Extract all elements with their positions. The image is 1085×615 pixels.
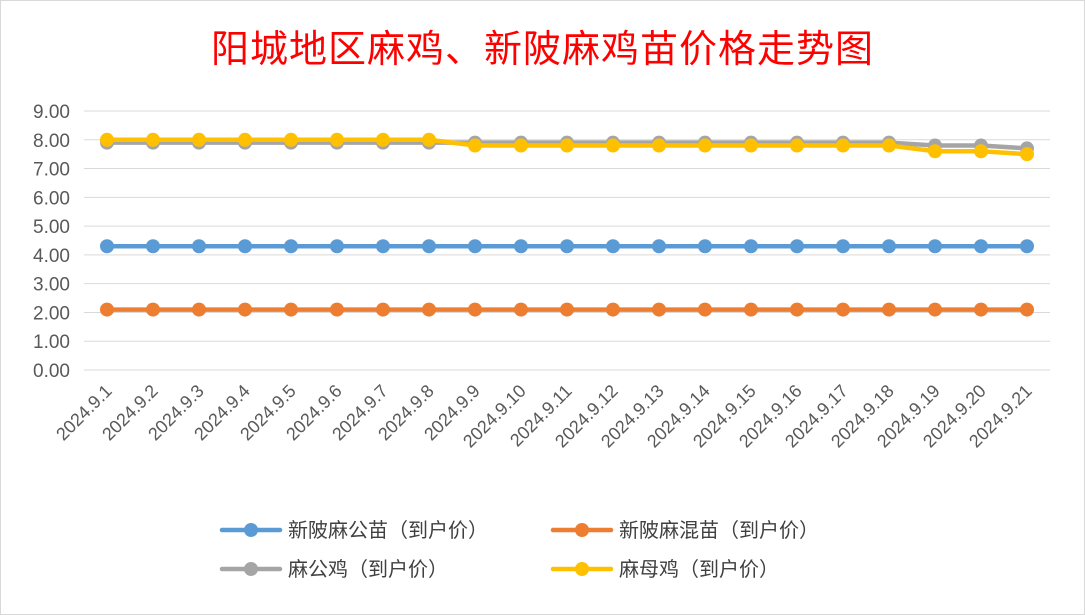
series-0 [100, 239, 1034, 254]
y-tick-label: 4.00 [33, 246, 70, 267]
y-tick-label: 2.00 [33, 303, 70, 324]
data-point [652, 239, 666, 254]
data-point [836, 302, 850, 317]
legend: 新陂麻公苗（到户价） 新陂麻混苗（到户价） 麻公鸡（到户价） 麻母鸡（到户价） [219, 518, 819, 581]
data-point [974, 302, 988, 317]
y-tick-label: 3.00 [33, 275, 70, 296]
data-point [330, 239, 344, 254]
data-point [1020, 302, 1034, 317]
series-1 [100, 302, 1034, 317]
data-point [422, 239, 436, 254]
data-point [146, 302, 160, 317]
data-point [284, 302, 298, 317]
legend-label: 新陂麻混苗（到户价） [619, 518, 819, 542]
y-axis-tick-labels: 0.00 1.00 2.00 3.00 4.00 5.00 6.00 7.00 8.00 9.00 [33, 102, 70, 382]
data-point [698, 138, 712, 153]
data-point [284, 132, 298, 147]
data-point [468, 239, 482, 254]
data-point [422, 302, 436, 317]
y-tick-label: 6.00 [33, 188, 70, 209]
y-tick-label: 8.00 [33, 131, 70, 152]
data-point [192, 132, 206, 147]
series-3 [100, 132, 1034, 162]
chart-title: 阳城地区麻鸡、新陂麻鸡苗价格走势图 [210, 27, 874, 71]
data-point [928, 302, 942, 317]
data-point [468, 138, 482, 153]
data-point [330, 302, 344, 317]
legend-item: 新陂麻公苗（到户价） [219, 518, 488, 542]
data-point [192, 239, 206, 254]
y-tick-label: 7.00 [33, 160, 70, 181]
y-tick-label: 0.00 [33, 361, 70, 382]
data-point [100, 132, 114, 147]
data-point [1020, 239, 1034, 254]
legend-label: 麻公鸡（到户价） [288, 557, 448, 581]
data-point [238, 302, 252, 317]
data-point [514, 302, 528, 317]
y-tick-label: 9.00 [33, 102, 70, 123]
data-point [882, 302, 896, 317]
data-point [468, 302, 482, 317]
data-point [376, 302, 390, 317]
y-tick-label: 5.00 [33, 217, 70, 238]
legend-swatch-marker [244, 562, 258, 576]
series-lines [100, 132, 1034, 317]
data-point [146, 239, 160, 254]
data-point [790, 302, 804, 317]
data-point [284, 239, 298, 254]
data-point [606, 138, 620, 153]
data-point [698, 302, 712, 317]
legend-swatch-marker [244, 523, 258, 537]
data-point [514, 239, 528, 254]
data-point [652, 302, 666, 317]
data-point [560, 239, 574, 254]
data-point [744, 239, 758, 254]
data-point [330, 132, 344, 147]
x-axis-tick-labels: 2024.9.12024.9.22024.9.32024.9.42024.9.5… [52, 381, 1036, 452]
data-point [376, 132, 390, 147]
data-point [836, 239, 850, 254]
data-point [836, 138, 850, 153]
data-point [928, 144, 942, 159]
data-point [100, 302, 114, 317]
legend-swatch-marker [575, 562, 589, 576]
data-point [974, 239, 988, 254]
legend-item: 新陂麻混苗（到户价） [550, 518, 819, 542]
data-point [100, 239, 114, 254]
data-point [928, 239, 942, 254]
y-tick-label: 1.00 [33, 332, 70, 353]
data-point [882, 138, 896, 153]
data-point [146, 132, 160, 147]
data-point [790, 239, 804, 254]
data-point [882, 239, 896, 254]
data-point [744, 302, 758, 317]
legend-label: 麻母鸡（到户价） [619, 557, 779, 581]
legend-item: 麻公鸡（到户价） [219, 557, 448, 581]
data-point [606, 302, 620, 317]
data-point [698, 239, 712, 254]
data-point [192, 302, 206, 317]
data-point [974, 144, 988, 159]
data-point [560, 302, 574, 317]
data-point [606, 239, 620, 254]
data-point [790, 138, 804, 153]
legend-label: 新陂麻公苗（到户价） [288, 518, 488, 542]
data-point [514, 138, 528, 153]
data-point [376, 239, 390, 254]
data-point [1020, 147, 1034, 162]
data-point [560, 138, 574, 153]
legend-swatch-marker [575, 523, 589, 537]
legend-item: 麻母鸡（到户价） [550, 557, 779, 581]
data-point [652, 138, 666, 153]
data-point [422, 132, 436, 147]
data-point [238, 132, 252, 147]
data-point [238, 239, 252, 254]
data-point [744, 138, 758, 153]
